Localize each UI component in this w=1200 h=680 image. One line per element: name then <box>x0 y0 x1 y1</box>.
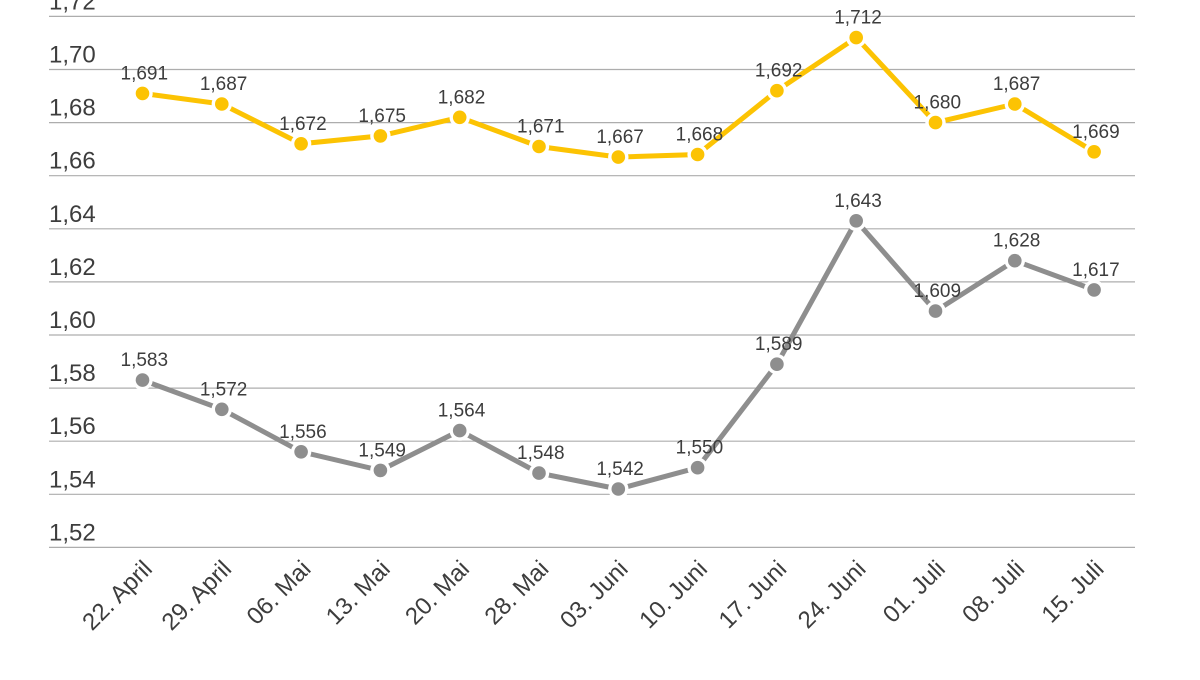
svg-text:1,691: 1,691 <box>121 63 169 84</box>
svg-text:1,556: 1,556 <box>279 422 327 443</box>
svg-text:1,60: 1,60 <box>49 307 96 334</box>
svg-text:1,667: 1,667 <box>596 127 644 148</box>
svg-text:1,66: 1,66 <box>49 148 96 175</box>
svg-text:1,617: 1,617 <box>1072 260 1120 281</box>
svg-text:1,549: 1,549 <box>358 440 406 461</box>
svg-text:1,52: 1,52 <box>49 519 96 546</box>
svg-text:1,572: 1,572 <box>200 379 248 400</box>
svg-text:1,68: 1,68 <box>49 95 96 122</box>
svg-text:1,669: 1,669 <box>1072 122 1120 143</box>
svg-text:1,589: 1,589 <box>755 334 803 355</box>
svg-text:1,64: 1,64 <box>49 201 96 228</box>
svg-text:1,550: 1,550 <box>676 438 724 459</box>
svg-text:1,548: 1,548 <box>517 443 565 464</box>
svg-text:1,56: 1,56 <box>49 413 96 440</box>
svg-text:1,672: 1,672 <box>279 114 327 135</box>
svg-text:1,682: 1,682 <box>438 87 486 108</box>
svg-text:1,70: 1,70 <box>49 42 96 69</box>
svg-text:1,62: 1,62 <box>49 254 96 281</box>
svg-text:1,671: 1,671 <box>517 117 565 138</box>
svg-text:1,72: 1,72 <box>49 0 96 15</box>
svg-text:1,712: 1,712 <box>834 8 882 29</box>
svg-text:1,628: 1,628 <box>993 231 1041 252</box>
svg-text:1,675: 1,675 <box>358 106 406 127</box>
svg-text:1,54: 1,54 <box>49 466 96 493</box>
svg-text:1,583: 1,583 <box>121 350 169 371</box>
svg-text:1,542: 1,542 <box>596 459 644 480</box>
svg-text:1,692: 1,692 <box>755 61 803 82</box>
svg-text:1,609: 1,609 <box>914 281 962 302</box>
svg-text:1,668: 1,668 <box>676 125 724 146</box>
svg-text:1,687: 1,687 <box>200 74 248 95</box>
svg-text:1,687: 1,687 <box>993 74 1041 95</box>
svg-text:1,643: 1,643 <box>834 191 882 212</box>
svg-text:1,680: 1,680 <box>914 93 962 114</box>
svg-text:1,564: 1,564 <box>438 401 486 422</box>
svg-text:1,58: 1,58 <box>49 360 96 387</box>
